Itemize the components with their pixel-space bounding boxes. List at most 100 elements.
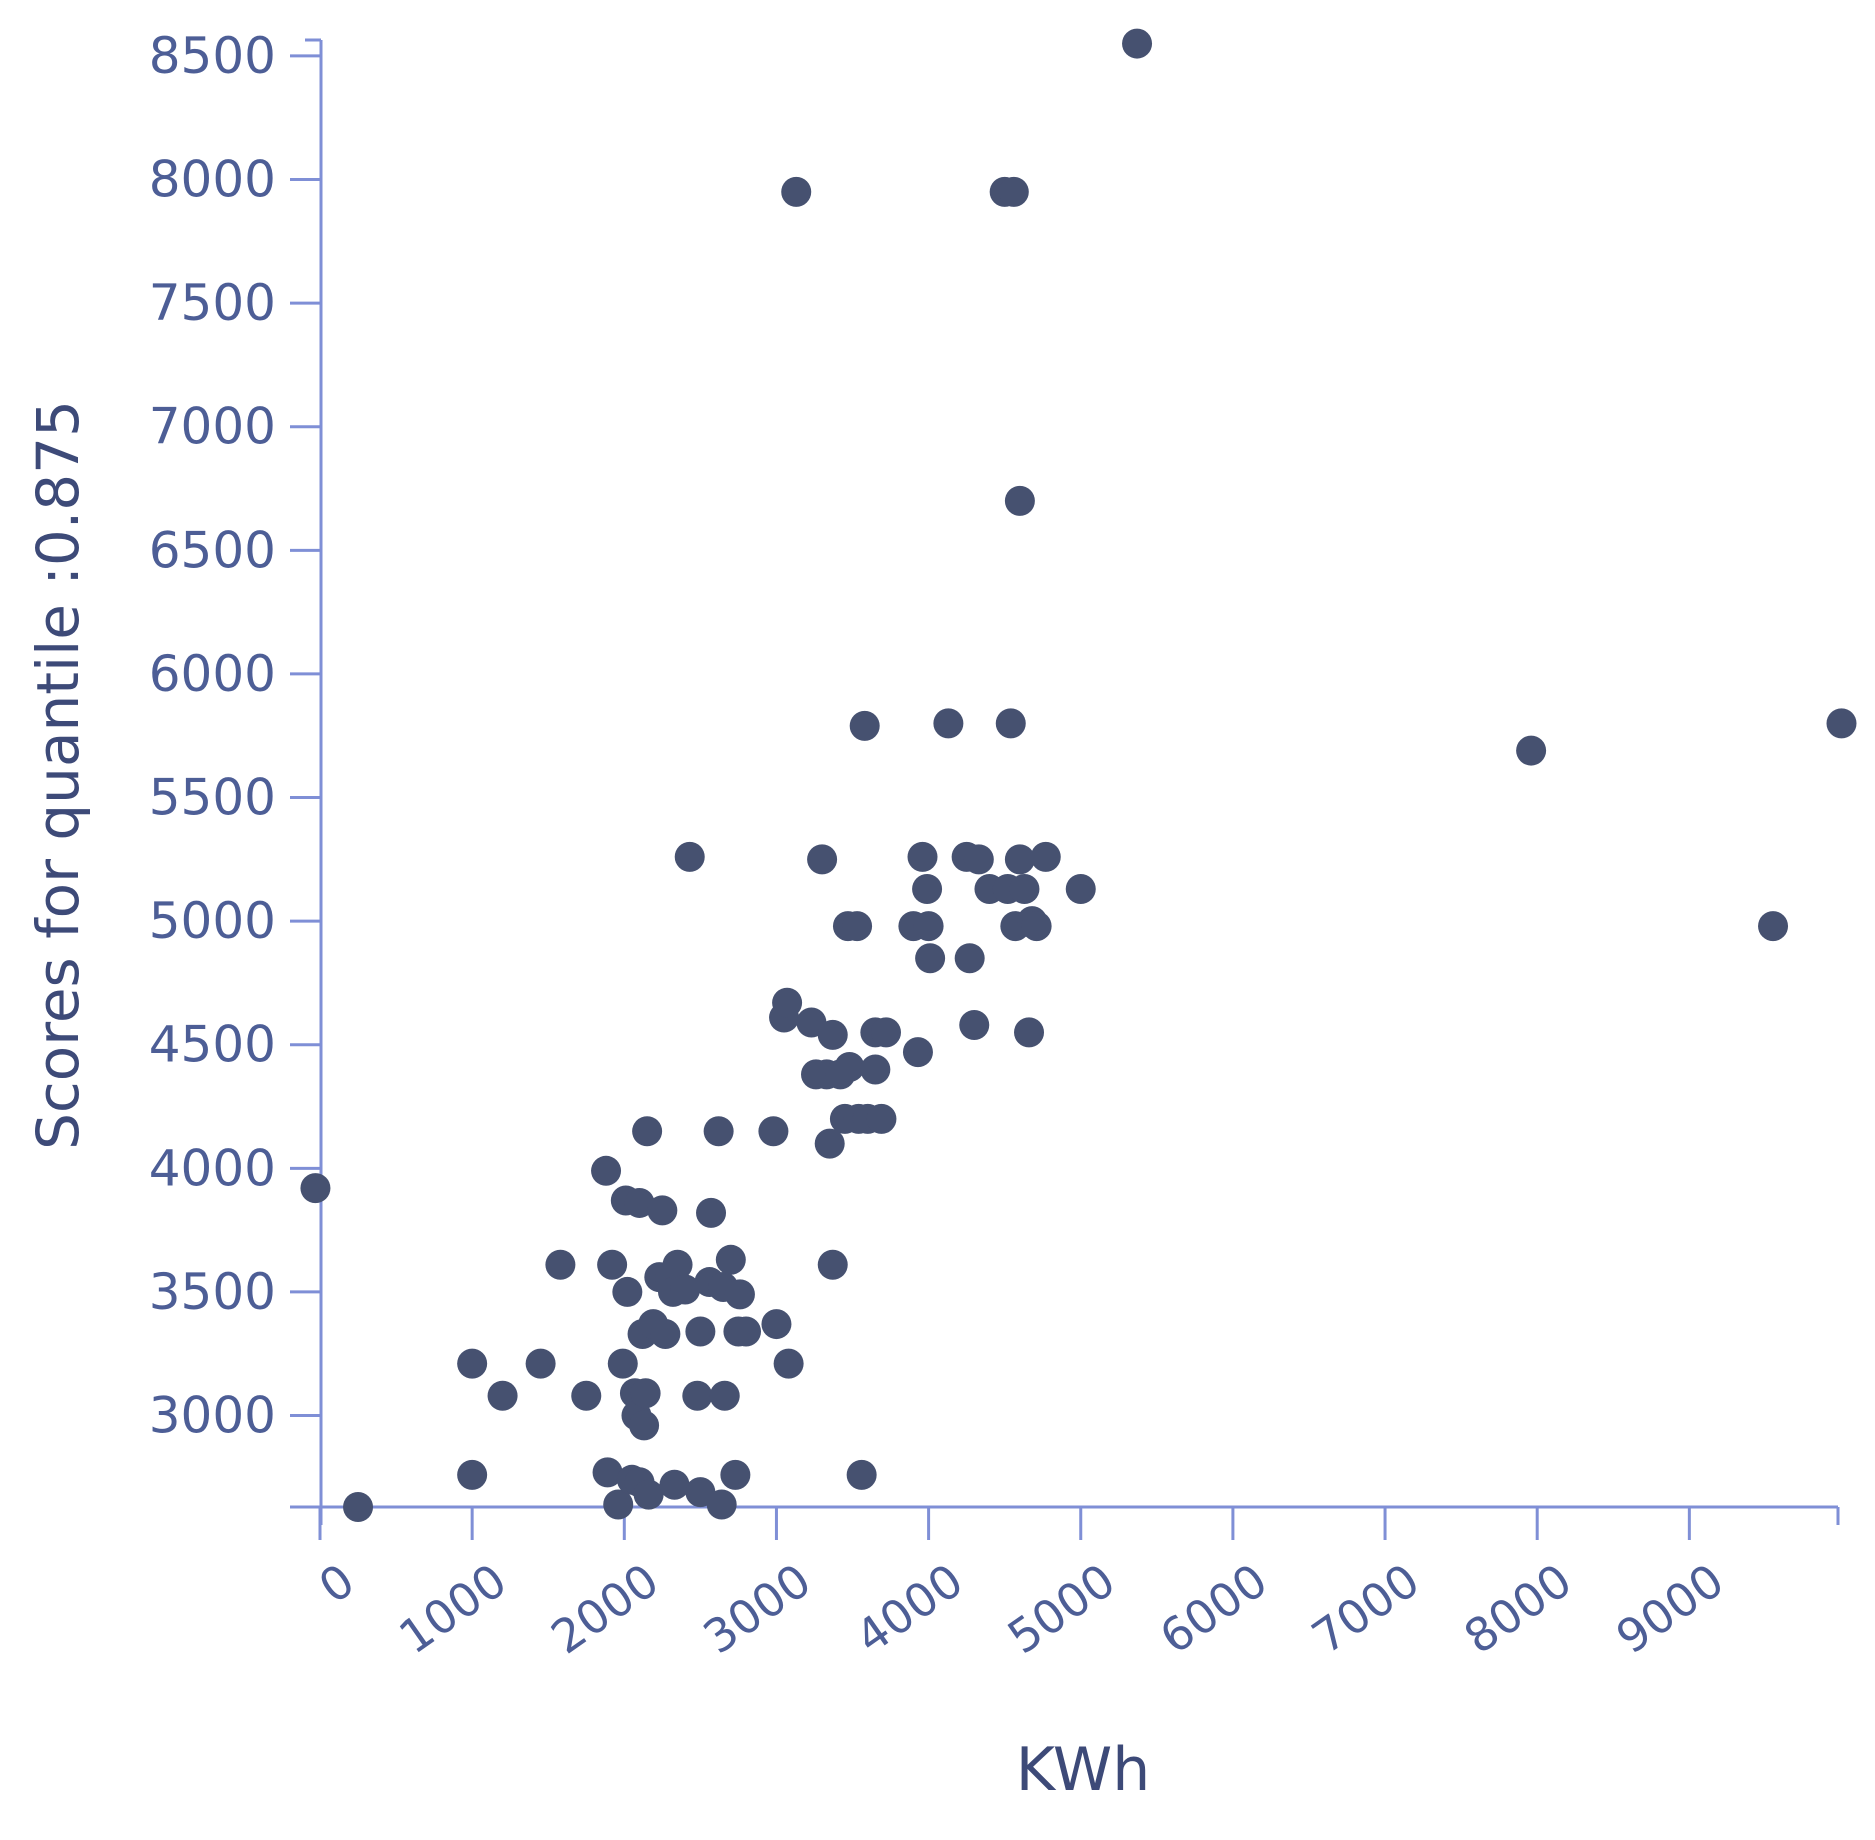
scatter-point: [933, 708, 964, 739]
y-tick-label: 3000: [149, 1387, 276, 1445]
scatter-point: [1030, 841, 1061, 872]
scatter-point: [834, 1051, 865, 1082]
scatter-point: [706, 1489, 737, 1520]
scatter-point: [670, 1274, 701, 1305]
scatter-point: [915, 943, 946, 974]
y-tick-label: 6500: [149, 521, 276, 579]
y-tick-label: 5500: [149, 769, 276, 827]
scatter-point: [1065, 874, 1096, 904]
scatter-point: [995, 708, 1026, 739]
scatter-point: [907, 841, 938, 872]
y-axis-label: Scores for quantile :0.875: [24, 400, 92, 1150]
scatter-point: [1758, 911, 1789, 942]
x-tick-label: 5000: [998, 1553, 1125, 1664]
scatter-point: [758, 1116, 789, 1147]
scatter-point: [1826, 708, 1857, 739]
scatter-point: [715, 1244, 746, 1275]
scatter-point: [630, 1378, 661, 1409]
y-tick-label: 4000: [149, 1139, 276, 1197]
scatter-point: [525, 1348, 556, 1379]
y-tick-label: 8500: [149, 27, 276, 85]
scatter-point: [624, 1187, 655, 1218]
scatter-point: [724, 1279, 755, 1310]
scatter-point: [632, 1116, 663, 1147]
scatter-point: [662, 1249, 693, 1280]
scatter-point: [696, 1197, 727, 1228]
x-tick-label: 9000: [1607, 1553, 1734, 1664]
scatter-point: [998, 176, 1029, 207]
scatter-point: [846, 1459, 877, 1490]
scatter-point: [954, 943, 985, 974]
scatter-point: [1021, 911, 1052, 942]
x-tick-label: 2000: [541, 1553, 668, 1664]
scatter-point: [860, 1054, 891, 1085]
y-tick-label: 7500: [149, 274, 276, 332]
scatter-point: [772, 987, 803, 1018]
scatter-point: [817, 1249, 848, 1280]
scatter-point: [685, 1316, 716, 1347]
x-axis-label: KWh: [1016, 1735, 1151, 1805]
x-tick-label: 6000: [1150, 1553, 1277, 1664]
x-tick-label: 1000: [389, 1553, 516, 1664]
scatter-point: [912, 874, 943, 904]
scatter-point: [959, 1009, 990, 1040]
scatter-point: [849, 710, 880, 741]
scatter-point: [545, 1249, 576, 1280]
scatter-point: [731, 1316, 762, 1347]
scatter-point: [1009, 874, 1040, 904]
scatter-point: [633, 1479, 664, 1510]
scatter-point: [1122, 28, 1153, 59]
scatter-point: [963, 844, 994, 875]
scatter-point: [647, 1195, 678, 1226]
scatter-point: [612, 1276, 643, 1307]
scatter-point: [592, 1457, 623, 1488]
y-tick-label: 4500: [149, 1016, 276, 1074]
x-tick-label: 0: [309, 1553, 364, 1614]
y-tick-label: 3500: [149, 1263, 276, 1321]
y-tick-label: 7000: [149, 398, 276, 456]
x-tick-label: 8000: [1454, 1553, 1581, 1664]
scatter-point: [1014, 1017, 1045, 1048]
x-tick-label: 3000: [694, 1553, 821, 1664]
scatter-point: [650, 1318, 681, 1349]
scatter-point: [629, 1410, 660, 1441]
scatter-point: [761, 1309, 792, 1340]
scatter-point: [591, 1155, 622, 1186]
y-tick-label: 8000: [149, 151, 276, 209]
scatter-point: [913, 911, 944, 942]
scatter-point: [1004, 844, 1035, 875]
scatter-point: [720, 1459, 751, 1490]
x-tick-label: 4000: [846, 1553, 973, 1664]
scatter-point: [487, 1380, 518, 1411]
scatter-point: [709, 1380, 740, 1411]
scatter-point: [597, 1249, 628, 1280]
scatter-point: [817, 1019, 848, 1050]
scatter-point: [607, 1348, 638, 1379]
scatter-point: [814, 1128, 845, 1159]
scatter-point: [1004, 485, 1035, 516]
scatter-point: [703, 1116, 734, 1147]
x-ticks-group: 0 1000 2000 3000 4000 5000 6000 7000 8000 9000: [309, 1507, 1733, 1664]
scatter-point: [1516, 735, 1547, 766]
scatter-point: [457, 1348, 488, 1379]
scatter-point: [902, 1037, 933, 1068]
scatter-point: [343, 1492, 374, 1522]
scatter-point: [682, 1380, 713, 1411]
x-tick-label: 7000: [1302, 1553, 1429, 1664]
scatter-point: [457, 1459, 488, 1490]
scatter-point: [866, 1103, 897, 1134]
scatter-point: [773, 1348, 804, 1379]
scatter-point: [571, 1380, 602, 1411]
y-tick-label: 6000: [149, 645, 276, 703]
y-tick-label: 5000: [149, 892, 276, 950]
scatter-point: [781, 176, 812, 207]
y-ticks-group: 3000 3500 4000 4500 5000 5500 6000 6500 7000 7500…: [149, 27, 321, 1445]
scatter-point: [870, 1017, 901, 1048]
scatter-point: [842, 911, 873, 942]
scatter-point: [807, 844, 838, 875]
scatter-point: [659, 1469, 690, 1500]
points-group: [300, 28, 1857, 1522]
scatter-point: [603, 1489, 634, 1520]
